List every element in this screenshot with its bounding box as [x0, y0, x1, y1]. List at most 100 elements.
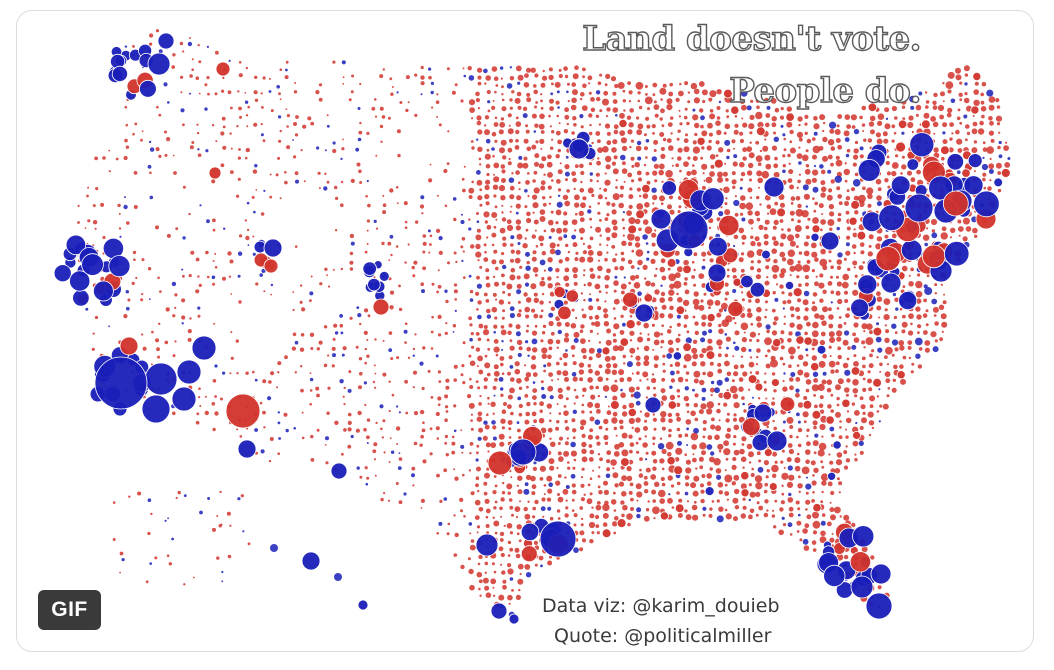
county-dot — [597, 157, 600, 160]
county-dot — [830, 162, 834, 167]
county-dot — [779, 356, 784, 361]
county-dot — [671, 506, 675, 509]
county-dot — [725, 197, 728, 200]
county-dot — [653, 386, 656, 390]
county-dot — [851, 125, 856, 129]
county-dot — [716, 312, 722, 318]
county-dot — [805, 491, 809, 495]
county-dot — [853, 251, 856, 255]
county-dot — [629, 442, 635, 447]
county-dot — [531, 256, 537, 262]
county-dot — [398, 452, 401, 454]
county-dot — [477, 75, 482, 80]
county-dot — [388, 380, 391, 383]
county-dot — [782, 420, 786, 424]
county-dot — [571, 82, 576, 87]
county-dot — [691, 169, 697, 176]
county-dot — [198, 396, 201, 399]
county-dot — [723, 402, 728, 407]
media-card[interactable]: Land doesn't vote. People do. Data viz: … — [16, 10, 1034, 652]
county-dot — [678, 90, 684, 97]
county-dot — [565, 397, 569, 401]
county-dot — [581, 433, 586, 438]
county-dot — [515, 225, 521, 231]
county-dot — [700, 337, 706, 343]
county-dot — [493, 249, 498, 254]
county-dot — [694, 132, 698, 137]
county-dot — [502, 290, 506, 294]
county-dot — [636, 361, 641, 367]
county-dot — [318, 187, 321, 190]
county-dot — [359, 181, 363, 184]
county-dot — [215, 50, 219, 55]
county-dot — [399, 101, 403, 104]
county-dot — [461, 451, 464, 454]
metro-bubble — [553, 286, 566, 299]
county-dot — [598, 290, 602, 293]
county-dot — [932, 346, 939, 353]
county-dot — [285, 108, 288, 110]
county-dot — [597, 376, 603, 383]
county-dot — [516, 421, 520, 424]
county-dot — [876, 305, 882, 311]
county-dot — [982, 177, 986, 182]
county-dot — [507, 128, 514, 135]
metro-bubble — [865, 592, 893, 620]
county-dot — [716, 116, 721, 120]
county-dot — [669, 364, 673, 367]
county-dot — [708, 139, 712, 144]
county-dot — [653, 393, 657, 397]
county-dot — [229, 372, 232, 375]
county-dot — [589, 449, 595, 455]
county-dot — [714, 387, 720, 394]
gif-badge[interactable]: GIF — [38, 590, 101, 630]
county-dot — [212, 379, 217, 383]
county-dot — [542, 515, 545, 518]
county-dot — [758, 186, 760, 189]
county-dot — [683, 364, 687, 369]
county-dot — [916, 169, 921, 175]
metro-bubble — [539, 520, 577, 558]
county-dot — [732, 98, 736, 102]
county-dot — [773, 316, 779, 321]
county-dot — [838, 491, 841, 494]
metro-bubble — [643, 293, 654, 303]
metro-bubble — [69, 270, 91, 292]
county-dot — [222, 125, 226, 129]
county-dot — [324, 149, 327, 152]
county-dot — [604, 197, 608, 200]
county-dot — [835, 361, 840, 366]
county-dot — [582, 274, 586, 277]
county-dot — [771, 236, 777, 241]
county-dot — [589, 172, 593, 176]
county-dot — [636, 450, 640, 454]
county-dot — [629, 347, 636, 354]
county-dot — [189, 145, 194, 150]
county-dot — [508, 138, 514, 143]
county-dot — [788, 346, 796, 355]
county-dot — [722, 171, 728, 177]
county-dot — [819, 228, 823, 232]
county-dot — [142, 346, 147, 351]
county-dot — [863, 330, 866, 333]
county-dot — [660, 339, 665, 344]
county-dot — [852, 232, 858, 238]
county-dot — [646, 378, 649, 381]
county-dot — [357, 137, 362, 142]
county-dot — [931, 298, 938, 305]
county-dot — [622, 234, 625, 237]
county-dot — [692, 353, 699, 360]
county-dot — [646, 124, 651, 129]
county-dot — [239, 115, 242, 119]
county-dot — [676, 370, 680, 375]
county-dot — [316, 393, 320, 398]
county-dot — [716, 129, 722, 136]
county-dot — [349, 316, 353, 320]
county-dot — [478, 427, 484, 433]
county-dot — [493, 520, 500, 527]
county-dot — [622, 161, 626, 166]
county-dot — [238, 106, 242, 111]
county-dot — [318, 97, 323, 102]
county-dot — [643, 481, 649, 486]
county-dot — [493, 370, 500, 377]
